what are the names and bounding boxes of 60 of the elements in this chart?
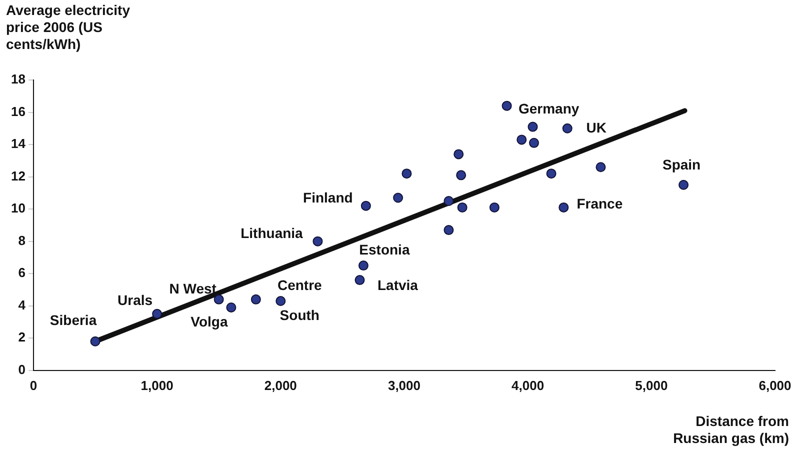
annotation: Volga — [190, 313, 228, 330]
annotation: Spain — [662, 156, 701, 173]
x-tick-label: 6,000 — [758, 378, 792, 393]
y-tick-label: 16 — [10, 104, 26, 119]
y-tick-label: 8 — [18, 232, 26, 248]
point — [152, 308, 162, 319]
y-tick-label: 4 — [18, 297, 26, 312]
point — [250, 294, 261, 304]
point — [489, 202, 500, 212]
x-tick-label: 2,000 — [264, 378, 297, 393]
point — [444, 196, 454, 206]
y-tick-label: 10 — [10, 200, 26, 216]
point — [528, 122, 538, 132]
point — [596, 162, 606, 172]
x-tick-label: 5,000 — [635, 378, 668, 393]
point — [454, 149, 464, 160]
x-axis-title: Distance from Russian gas (km) — [672, 413, 789, 447]
point — [444, 225, 454, 236]
point — [90, 336, 100, 346]
point — [358, 260, 368, 271]
point — [678, 180, 689, 190]
point — [402, 168, 412, 179]
annotation: Latvia — [378, 276, 418, 293]
point — [516, 134, 527, 145]
y-tick-label: 0 — [18, 362, 26, 377]
annotation: Lithuania — [240, 225, 304, 242]
point — [276, 296, 286, 306]
annotation: France — [576, 195, 623, 212]
point — [226, 302, 236, 312]
y-tick-label: 12 — [10, 168, 26, 184]
annotation: UK — [586, 119, 606, 136]
point — [354, 275, 365, 286]
annotation: Siberia — [50, 312, 97, 328]
point — [312, 236, 323, 246]
x-tick-label: 1,000 — [140, 378, 174, 393]
annotation: Centre — [277, 276, 322, 293]
annotation: Urals — [118, 292, 153, 308]
y-tick-label: 6 — [18, 265, 26, 280]
point — [558, 202, 569, 212]
point — [214, 294, 224, 304]
x-tick-label: 3,000 — [388, 378, 421, 393]
y-tick-label: 14 — [10, 136, 26, 152]
point — [457, 202, 468, 212]
point — [393, 192, 404, 203]
y-tick-label: 18 — [10, 72, 26, 87]
x-tick-label: 0 — [30, 378, 38, 393]
point — [456, 170, 466, 180]
y-tick-label: 2 — [18, 330, 26, 345]
annotation: Germany — [518, 100, 580, 117]
x-tick-label: 4,000 — [512, 378, 544, 393]
annotation: Estonia — [359, 241, 410, 258]
annotation: South — [280, 306, 320, 323]
y-axis-title: Average electricity price 2006 (US cents/kWh) — [6, 2, 131, 53]
point — [562, 123, 572, 134]
point — [529, 138, 539, 148]
point — [546, 168, 556, 179]
annotation: Finland — [303, 190, 353, 206]
point — [502, 100, 512, 111]
point — [360, 200, 371, 211]
annotation: N West — [169, 280, 217, 296]
